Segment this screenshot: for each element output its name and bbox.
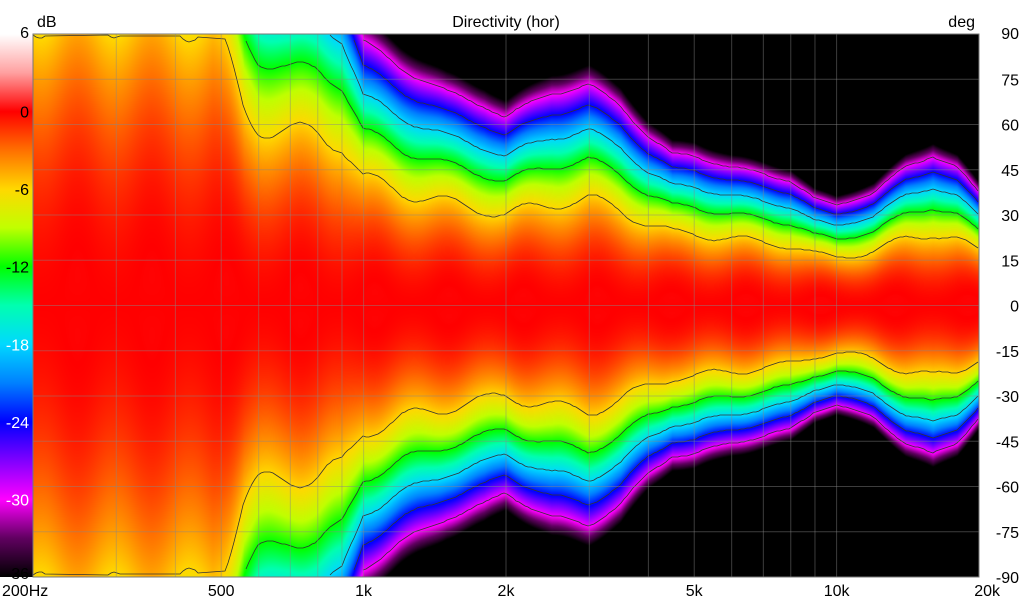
contour-line-lower: [245, 370, 979, 570]
colorbar-tick-label: 0: [20, 105, 29, 122]
contour-line-upper: [353, 39, 979, 215]
x-tick-label: 10k: [824, 583, 851, 600]
colorbar: [0, 34, 33, 577]
x-tick-label: 20k: [974, 583, 1001, 600]
y-tick-label: -60: [996, 480, 1019, 497]
contour-line-lower: [329, 384, 979, 576]
contour-line-lower: [362, 404, 979, 571]
colorbar-ticks: 6 0 -6 -12 -18 -24 -30 -36: [6, 25, 29, 583]
x-tick-label: 200Hz: [2, 583, 48, 600]
colorbar-unit-label: dB: [37, 14, 57, 31]
x-axis-ticks: 200Hz 500 1k 2k 5k 10k 20k: [2, 583, 1001, 600]
x-tick-label: 5k: [686, 583, 704, 600]
y-tick-label: 0: [1010, 299, 1019, 316]
contour-line-upper: [329, 34, 979, 226]
y-tick-label: -15: [996, 344, 1019, 361]
x-tick-label: 2k: [498, 583, 516, 600]
contour-lines: [33, 34, 979, 576]
y-tick-label: -30: [996, 389, 1019, 406]
colorbar-tick-label: -30: [6, 492, 29, 509]
y-tick-label: 30: [1001, 208, 1019, 225]
colorbar-tick-label: -24: [6, 415, 29, 432]
contour-line-lower: [33, 351, 979, 576]
y-tick-label: 60: [1001, 118, 1019, 135]
colorbar-tick-label: -36: [6, 566, 29, 583]
colorbar-tick-label: 6: [20, 25, 29, 42]
contour-line-lower: [353, 395, 979, 571]
y-axis-ticks: 90 75 60 45 30 15 0 -15 -30 -45 -60 -75 -90: [996, 26, 1019, 587]
y-tick-label: -45: [996, 434, 1019, 451]
chart-title: Directivity (hor): [452, 14, 560, 31]
contour-line-upper: [33, 34, 979, 259]
y-tick-label: 90: [1001, 26, 1019, 43]
y-tick-label: 75: [1001, 72, 1019, 89]
x-tick-label: 1k: [355, 583, 373, 600]
grid: [33, 34, 979, 577]
plot-frame: [32, 33, 980, 578]
y-tick-label: -75: [996, 525, 1019, 542]
y-tick-label: 45: [1001, 163, 1019, 180]
contour-line-upper: [245, 40, 979, 240]
heatmap: [33, 34, 979, 577]
colorbar-tick-label: -18: [6, 337, 29, 354]
y-tick-label: 15: [1001, 253, 1019, 270]
contour-line-upper: [362, 39, 979, 206]
y-axis-unit-label: deg: [948, 14, 975, 31]
x-tick-label: 500: [208, 583, 235, 600]
y-tick-label: -90: [996, 570, 1019, 587]
colorbar-tick-label: -12: [6, 260, 29, 277]
colorbar-tick-label: -6: [15, 182, 29, 199]
